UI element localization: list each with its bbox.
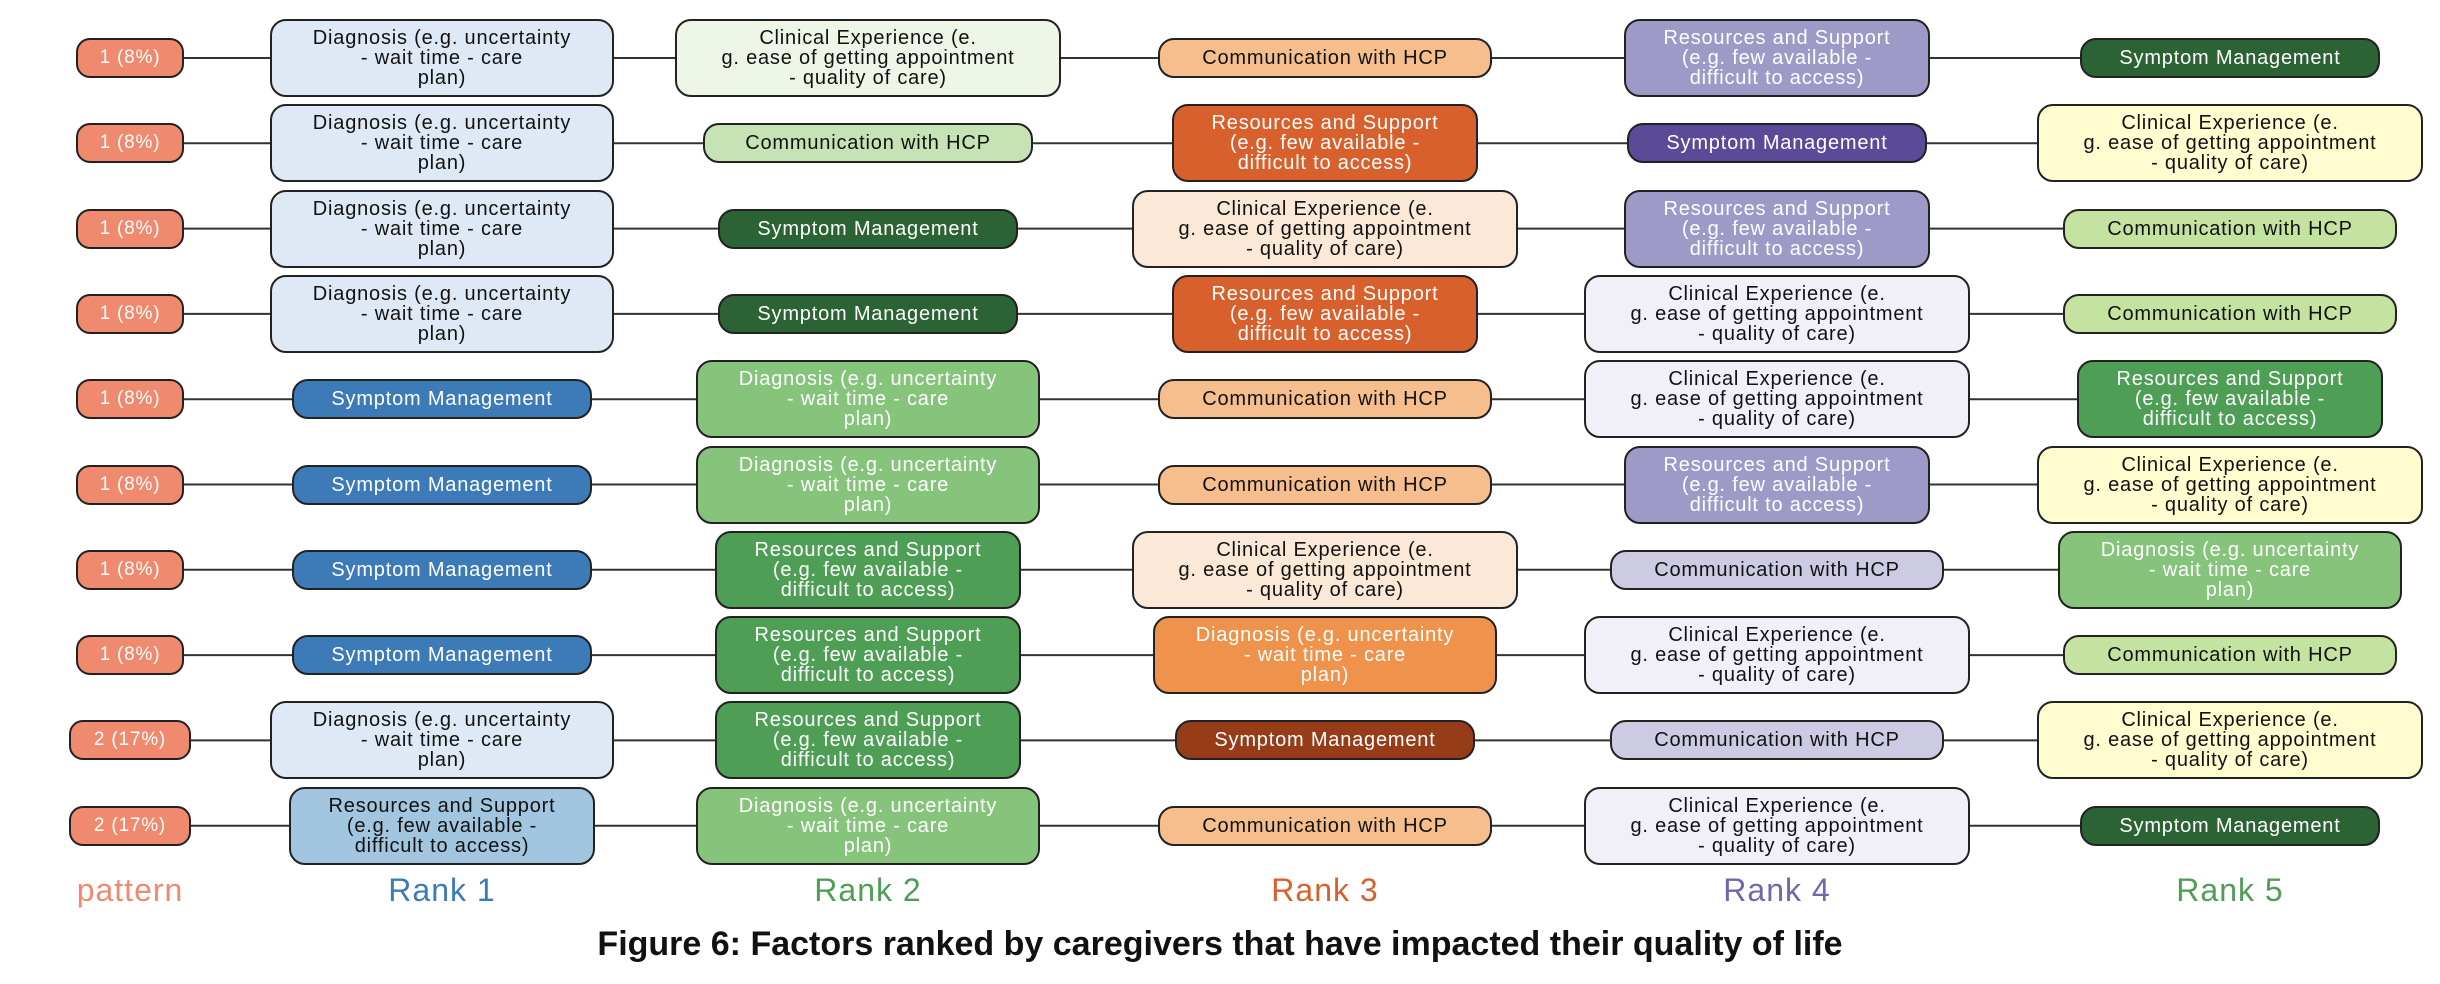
rank-5-factor-node: Diagnosis (e.g. uncertainty - wait time … (2058, 530, 2402, 609)
column-label-pattern: pattern (76, 872, 184, 908)
rank-5-factor-node: Clinical Experience (e. g. ease of getti… (2037, 104, 2423, 183)
pattern-count-node: 1 (8%) (76, 635, 184, 676)
rank-3-factor-node: Communication with HCP (1158, 464, 1492, 505)
rank-5-factor-node: Symptom Management (2080, 805, 2380, 846)
rank-3-factor-node: Resources and Support (e.g. few availabl… (1172, 274, 1478, 353)
pattern-count-node: 1 (8%) (76, 38, 184, 78)
rank-1-factor-node: Diagnosis (e.g. uncertainty - wait time … (270, 189, 614, 268)
rank-2-factor-node: Diagnosis (e.g. uncertainty - wait time … (696, 360, 1040, 439)
rank-4-factor-node: Resources and Support (e.g. few availabl… (1624, 445, 1930, 524)
rank-4-factor-node: Communication with HCP (1610, 549, 1944, 590)
rank-2-factor-node: Communication with HCP (703, 123, 1033, 164)
rank-1-factor-node: Diagnosis (e.g. uncertainty - wait time … (270, 274, 614, 353)
rank-4-factor-node: Symptom Management (1627, 123, 1927, 164)
rank-4-factor-node: Communication with HCP (1610, 720, 1944, 761)
rank-5-factor-node: Communication with HCP (2063, 635, 2397, 676)
rank-4-factor-node: Clinical Experience (e. g. ease of getti… (1584, 616, 1970, 695)
rank-3-factor-node: Clinical Experience (e. g. ease of getti… (1132, 189, 1518, 268)
rank-3-factor-node: Communication with HCP (1158, 805, 1492, 846)
rank-2-factor-node: Symptom Management (718, 208, 1018, 249)
pattern-count-node: 1 (8%) (76, 464, 184, 505)
pattern-count-node: 1 (8%) (76, 379, 184, 420)
rank-2-factor-node: Resources and Support (e.g. few availabl… (715, 530, 1021, 609)
pattern-count-node: 2 (17%) (69, 805, 191, 846)
rank-5-factor-node: Communication with HCP (2063, 208, 2397, 249)
rank-3-factor-node: Clinical Experience (e. g. ease of getti… (1132, 530, 1518, 609)
rank-1-factor-node: Symptom Management (292, 379, 592, 420)
rank-3-factor-node: Resources and Support (e.g. few availabl… (1172, 104, 1478, 183)
column-label-rank-2: Rank 2 (814, 872, 922, 908)
rank-2-factor-node: Diagnosis (e.g. uncertainty - wait time … (696, 445, 1040, 524)
rank-3-factor-node: Symptom Management (1175, 720, 1475, 761)
pattern-count-node: 2 (17%) (69, 720, 191, 761)
rank-3-factor-node: Diagnosis (e.g. uncertainty - wait time … (1153, 616, 1497, 695)
rank-1-factor-node: Symptom Management (292, 549, 592, 590)
rank-4-factor-node: Resources and Support (e.g. few availabl… (1624, 189, 1930, 268)
column-label-rank-4: Rank 4 (1723, 872, 1831, 908)
rank-1-factor-node: Symptom Management (292, 464, 592, 505)
rank-4-factor-node: Clinical Experience (e. g. ease of getti… (1584, 274, 1970, 353)
pattern-count-node: 1 (8%) (76, 123, 184, 164)
pattern-count-node: 1 (8%) (76, 549, 184, 590)
rank-5-factor-node: Clinical Experience (e. g. ease of getti… (2037, 445, 2423, 524)
rank-3-factor-node: Communication with HCP (1158, 38, 1492, 78)
rank-2-factor-node: Diagnosis (e.g. uncertainty - wait time … (696, 786, 1040, 865)
rank-1-factor-node: Resources and Support (e.g. few availabl… (289, 786, 595, 865)
rank-2-factor-node: Resources and Support (e.g. few availabl… (715, 616, 1021, 695)
rank-5-factor-node: Resources and Support (e.g. few availabl… (2077, 360, 2383, 439)
figure-caption: Figure 6: Factors ranked by caregivers t… (597, 925, 1843, 963)
column-label-rank-5: Rank 5 (2176, 872, 2284, 908)
pattern-count-node: 1 (8%) (76, 208, 184, 249)
rank-5-factor-node: Symptom Management (2080, 38, 2380, 78)
column-label-rank-1: Rank 1 (388, 872, 496, 908)
rank-4-factor-node: Clinical Experience (e. g. ease of getti… (1584, 360, 1970, 439)
rank-4-factor-node: Clinical Experience (e. g. ease of getti… (1584, 786, 1970, 865)
column-label-rank-3: Rank 3 (1271, 872, 1379, 908)
rank-1-factor-node: Symptom Management (292, 635, 592, 676)
rank-1-factor-node: Diagnosis (e.g. uncertainty - wait time … (270, 701, 614, 780)
rank-5-factor-node: Clinical Experience (e. g. ease of getti… (2037, 701, 2423, 780)
pattern-count-node: 1 (8%) (76, 293, 184, 334)
rank-2-factor-node: Resources and Support (e.g. few availabl… (715, 701, 1021, 780)
rank-3-factor-node: Communication with HCP (1158, 379, 1492, 420)
rank-1-factor-node: Diagnosis (e.g. uncertainty - wait time … (270, 104, 614, 183)
rank-5-factor-node: Communication with HCP (2063, 293, 2397, 334)
rank-2-factor-node: Symptom Management (718, 293, 1018, 334)
rank-4-factor-node: Resources and Support (e.g. few availabl… (1624, 19, 1930, 97)
rank-1-factor-node: Diagnosis (e.g. uncertainty - wait time … (270, 19, 614, 97)
rank-2-factor-node: Clinical Experience (e. g. ease of getti… (675, 19, 1061, 97)
